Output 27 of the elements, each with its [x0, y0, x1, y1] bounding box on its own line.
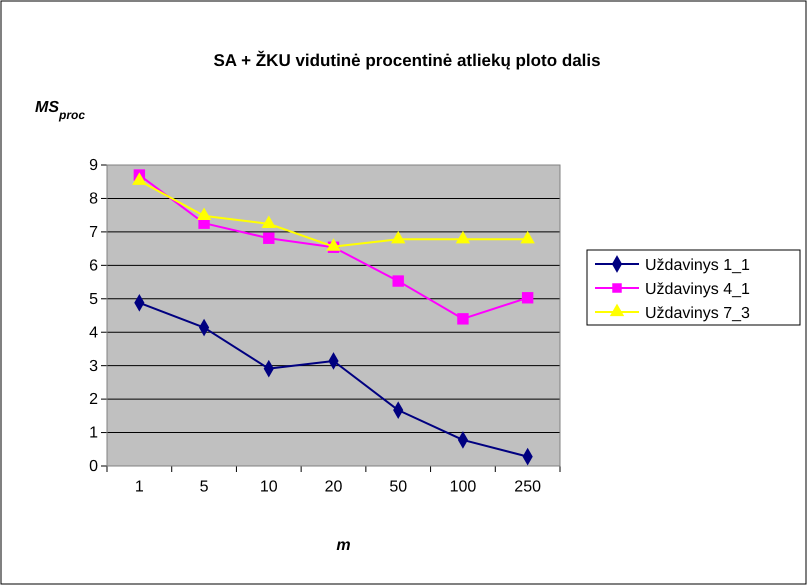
y-tick-label: 2 — [89, 391, 98, 408]
y-tick-label: 1 — [89, 424, 98, 442]
x-tick-label: 10 — [260, 478, 278, 496]
point — [522, 292, 534, 304]
x-axis-title: m — [336, 537, 351, 554]
y-tick-label: 9 — [89, 157, 98, 174]
x-tick-label: 20 — [324, 478, 342, 496]
y-tick-label: 4 — [89, 324, 98, 342]
legend-label: Uždavinys 7_3 — [645, 305, 750, 322]
y-tick-label: 7 — [89, 224, 98, 242]
point — [263, 232, 274, 244]
y-tick-label: 8 — [89, 190, 98, 208]
legend-label: Uždavinys 1_1 — [645, 257, 750, 274]
x-tick-label: 5 — [200, 478, 209, 496]
x-tick-label: 250 — [514, 478, 542, 496]
y-tick-label: 3 — [89, 358, 98, 375]
y-tick-label: 0 — [89, 458, 98, 476]
point — [392, 275, 404, 287]
chart-title: SA + ŽKU vidutinė procentinė atliekų ploto dalis — [213, 50, 601, 70]
point — [457, 313, 469, 325]
y-tick-label: 5 — [89, 290, 98, 308]
y-axis-title: MS$_{proc}$ — [35, 99, 86, 122]
legend-label: Uždavinys 4_1 — [645, 281, 750, 298]
y-tick-label: 6 — [89, 257, 98, 274]
x-tick-label: 100 — [450, 478, 476, 496]
x-tick-label: 1 — [134, 478, 144, 496]
x-tick-label: 50 — [389, 478, 408, 496]
